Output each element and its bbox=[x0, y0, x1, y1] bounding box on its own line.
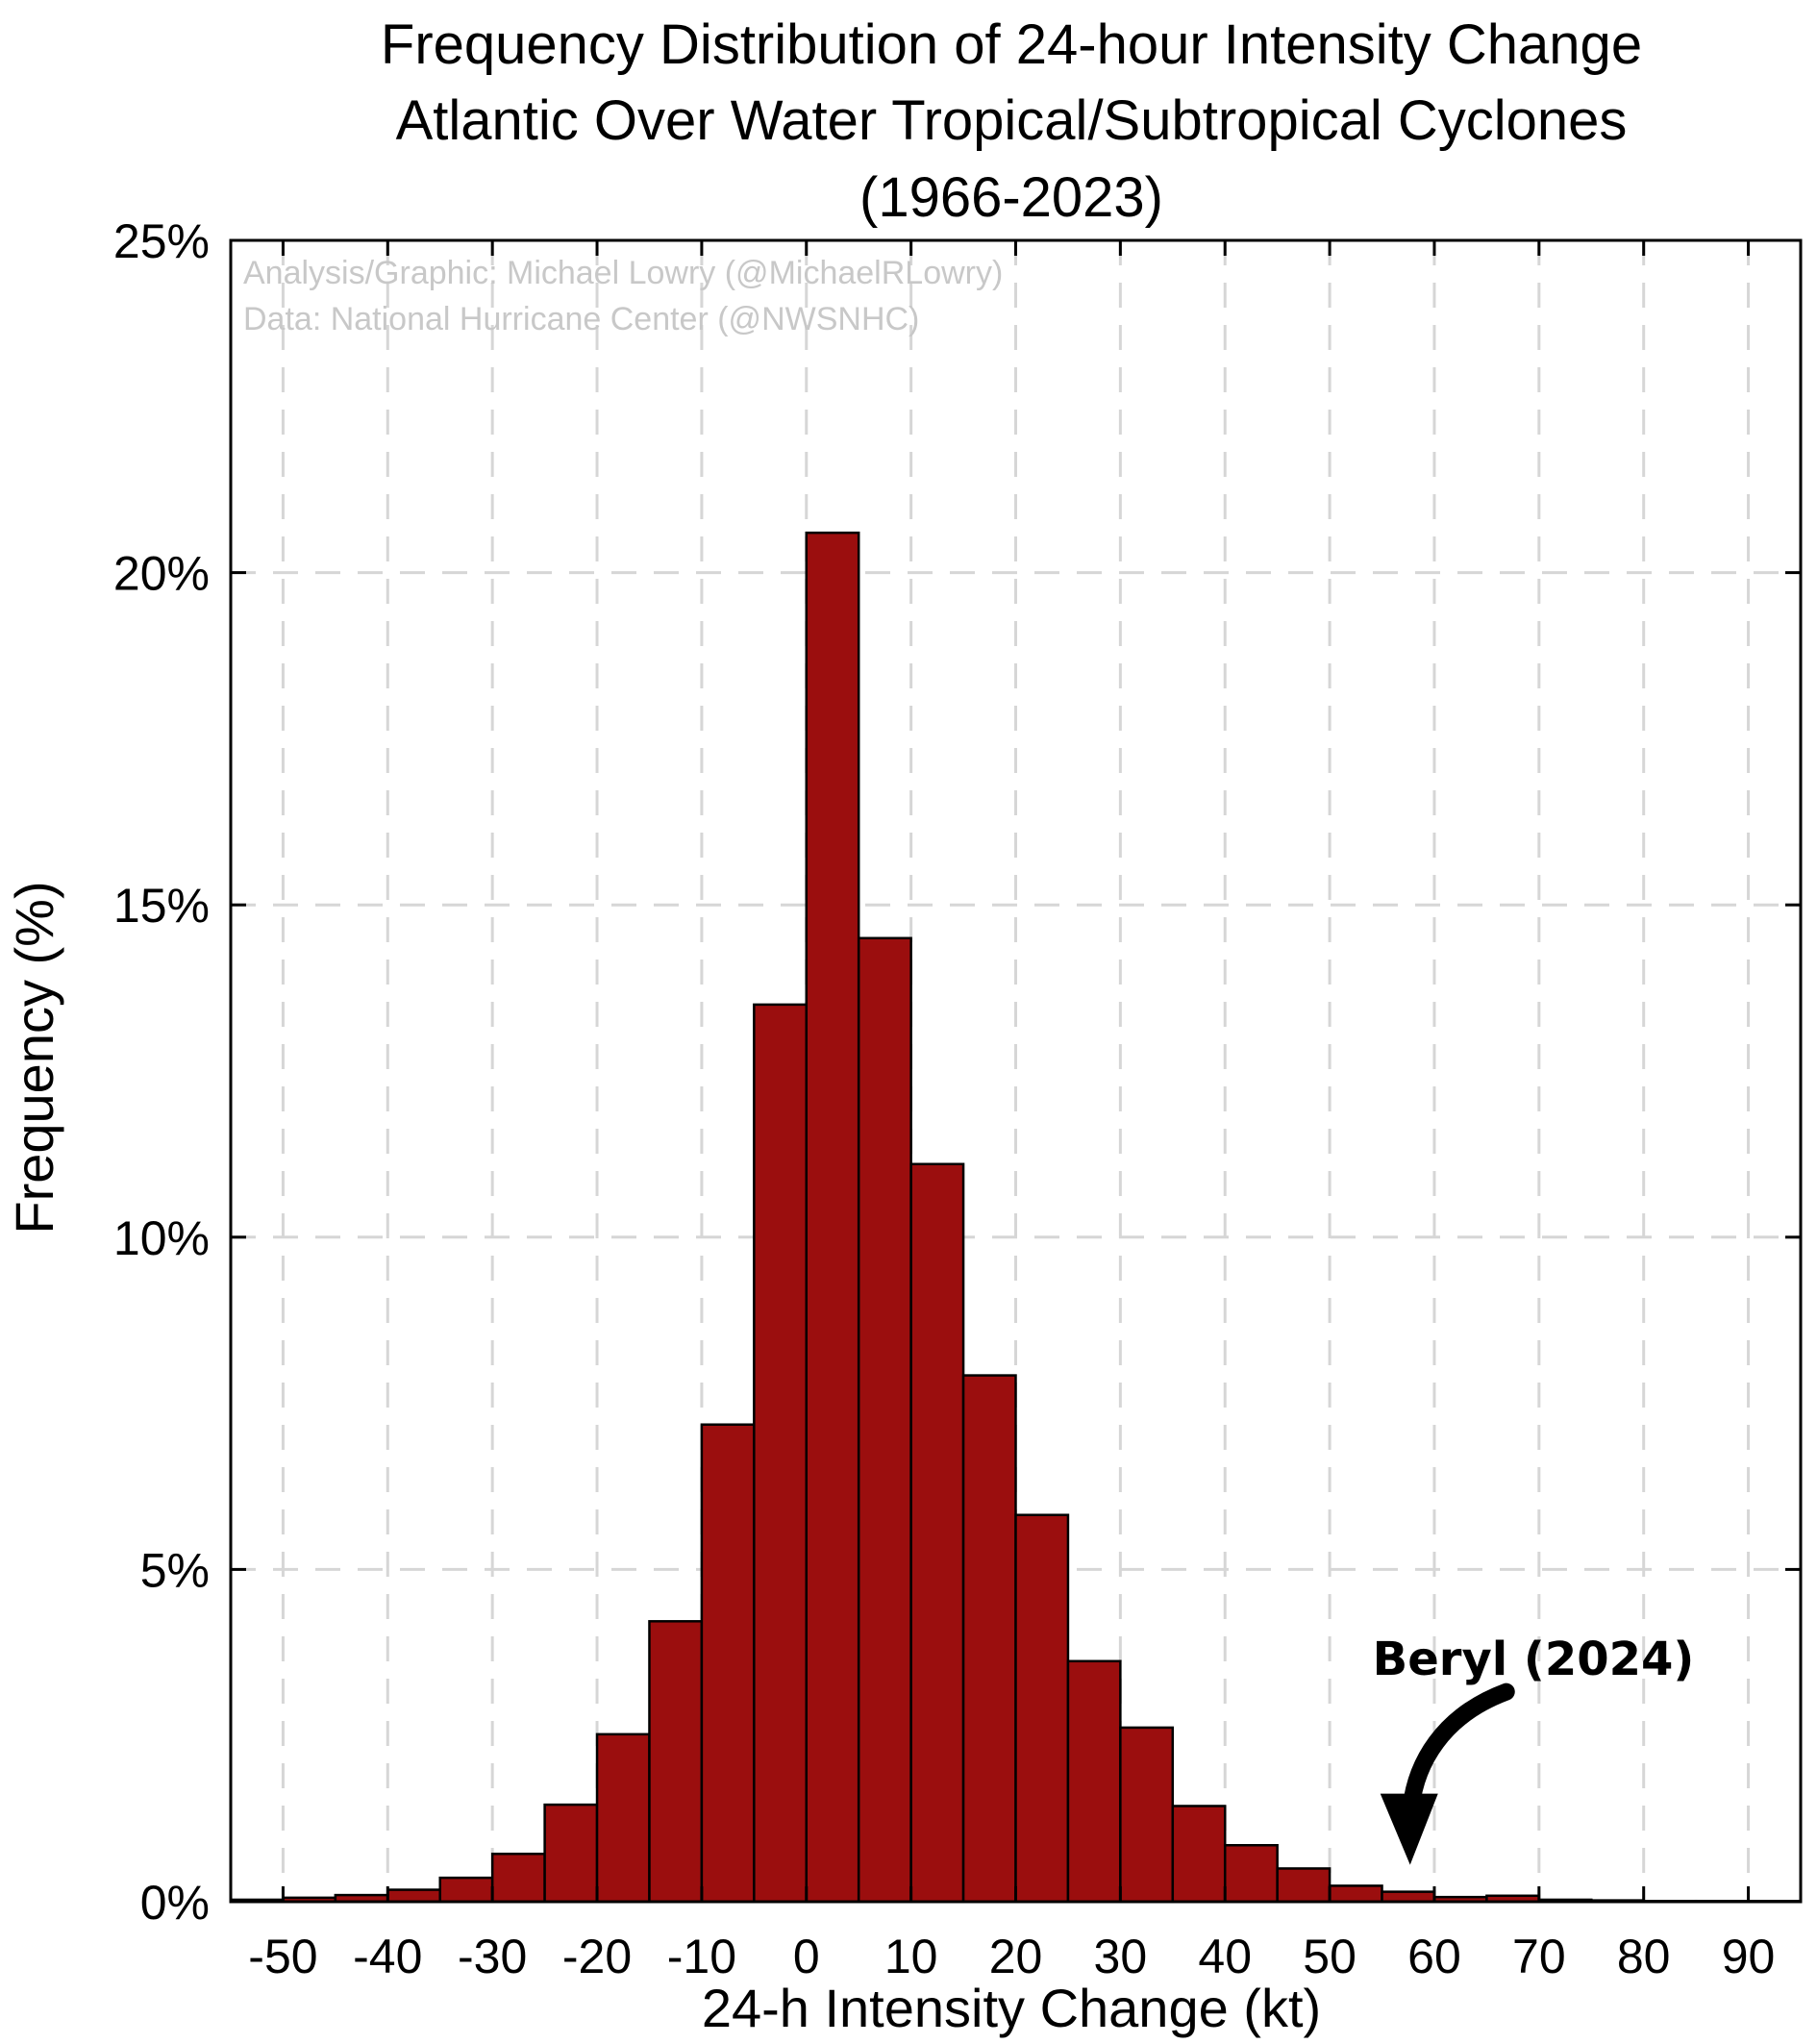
bar-22 bbox=[1381, 1890, 1436, 1904]
bar-4 bbox=[438, 1876, 494, 1904]
annotation-arrow bbox=[1402, 1683, 1515, 1816]
bar-7 bbox=[595, 1732, 651, 1904]
bar-8 bbox=[648, 1620, 704, 1904]
y-axis-label: Frequency (%) bbox=[4, 881, 64, 1234]
bar-15 bbox=[1014, 1513, 1070, 1904]
x-tick-label-2: -30 bbox=[458, 1930, 527, 1983]
x-tick-label-9: 40 bbox=[1198, 1930, 1252, 1983]
bar-6 bbox=[543, 1803, 599, 1904]
x-tick-label-13: 80 bbox=[1617, 1930, 1671, 1983]
credit-line-1: Analysis/Graphic: Michael Lowry (@Michae… bbox=[243, 255, 1003, 291]
bar-9 bbox=[700, 1423, 756, 1904]
axes bbox=[229, 238, 1803, 1904]
x-tick-label-0: -50 bbox=[248, 1930, 317, 1983]
x-tick-label-12: 70 bbox=[1512, 1930, 1566, 1983]
x-axis-label: 24-h Intensity Change (kt) bbox=[702, 1978, 1321, 2038]
y-tick-labels: 0% 5% 10% 15% 20% 25% bbox=[113, 214, 210, 1930]
y-tick-label-5: 25% bbox=[113, 214, 210, 268]
x-tick-label-8: 30 bbox=[1094, 1930, 1148, 1983]
bar-13 bbox=[909, 1162, 965, 1904]
credits: Analysis/Graphic: Michael Lowry (@Michae… bbox=[243, 255, 1003, 337]
bar-12 bbox=[857, 936, 912, 1904]
y-tick-label-0: 0% bbox=[140, 1876, 210, 1930]
y-tick-label-4: 20% bbox=[113, 547, 210, 601]
x-tick-label-5: 0 bbox=[793, 1930, 820, 1983]
bar-5 bbox=[490, 1852, 546, 1904]
bar-17 bbox=[1119, 1726, 1175, 1904]
bar-18 bbox=[1171, 1805, 1227, 1904]
x-tick-label-4: -10 bbox=[667, 1930, 736, 1983]
x-tick-label-3: -20 bbox=[562, 1930, 632, 1983]
annotation-arrowhead bbox=[1380, 1793, 1438, 1865]
bar-20 bbox=[1276, 1867, 1332, 1904]
chart-title: Frequency Distribution of 24-hour Intens… bbox=[381, 13, 1642, 229]
x-tick-label-14: 90 bbox=[1722, 1930, 1776, 1983]
title-line-2: Atlantic Over Water Tropical/Subtropical… bbox=[396, 89, 1628, 152]
bar-21 bbox=[1328, 1884, 1383, 1904]
bar-11 bbox=[805, 531, 860, 1904]
x-tick-label-11: 60 bbox=[1407, 1930, 1461, 1983]
x-tick-labels: -50 -40 -30 -20 -10 0 10 20 30 40 50 60 70 80 90 bbox=[248, 1930, 1775, 1983]
y-tick-label-2: 10% bbox=[113, 1211, 210, 1265]
bar-3 bbox=[386, 1888, 441, 1904]
y-tick-label-1: 5% bbox=[140, 1543, 210, 1597]
x-tick-label-7: 20 bbox=[989, 1930, 1043, 1983]
y-tick-label-3: 15% bbox=[113, 879, 210, 933]
credit-line-2: Data: National Hurricane Center (@NWSNHC… bbox=[243, 301, 919, 337]
bar-14 bbox=[961, 1374, 1017, 1904]
bar-16 bbox=[1066, 1659, 1122, 1904]
title-line-1: Frequency Distribution of 24-hour Intens… bbox=[381, 13, 1642, 76]
bars bbox=[229, 531, 1803, 1904]
x-tick-label-6: 10 bbox=[884, 1930, 938, 1983]
x-tick-label-1: -40 bbox=[353, 1930, 422, 1983]
bar-19 bbox=[1223, 1843, 1279, 1904]
annotation-label: Beryl (2024) bbox=[1373, 1633, 1695, 1686]
beryl-annotation: Beryl (2024) bbox=[1373, 1633, 1695, 1865]
x-tick-label-10: 50 bbox=[1303, 1930, 1357, 1983]
title-line-3: (1966-2023) bbox=[859, 166, 1163, 229]
bar-10 bbox=[753, 1003, 809, 1904]
